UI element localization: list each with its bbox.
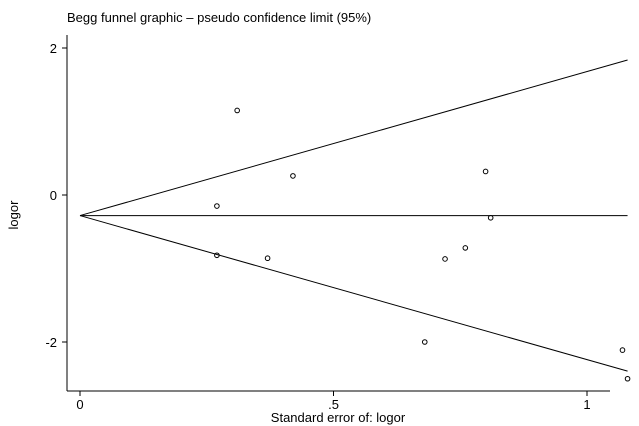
y-ticks: 2 0 -2 xyxy=(45,41,67,350)
data-point xyxy=(442,256,448,262)
data-point xyxy=(624,375,631,382)
x-axis-label: Standard error of: logor xyxy=(271,410,406,425)
y-tick-label: 0 xyxy=(50,188,57,203)
data-point xyxy=(214,252,220,259)
x-tick-label: .5 xyxy=(328,397,339,412)
data-point xyxy=(487,214,494,221)
data-point xyxy=(214,203,220,209)
x-ticks: 0.5 1 xyxy=(76,391,591,412)
data-point xyxy=(264,255,271,262)
upper-confidence-limit xyxy=(79,59,628,217)
y-tick-label: 2 xyxy=(50,41,57,56)
x-tick-label: 0 xyxy=(76,397,83,412)
plot-points xyxy=(214,107,631,382)
data-point xyxy=(421,339,428,345)
data-point xyxy=(462,245,469,251)
y-tick-label: -2 xyxy=(45,335,57,350)
data-point xyxy=(619,347,626,353)
data-point xyxy=(482,168,489,175)
lower-confidence-limit xyxy=(79,215,628,372)
plot-lines xyxy=(79,59,628,372)
y-axis-label: logor xyxy=(6,200,21,230)
x-tick-label: 1 xyxy=(583,397,590,412)
data-point xyxy=(290,173,296,179)
chart-title: Begg funnel graphic – pseudo confidence … xyxy=(67,10,371,25)
data-point xyxy=(234,107,240,114)
